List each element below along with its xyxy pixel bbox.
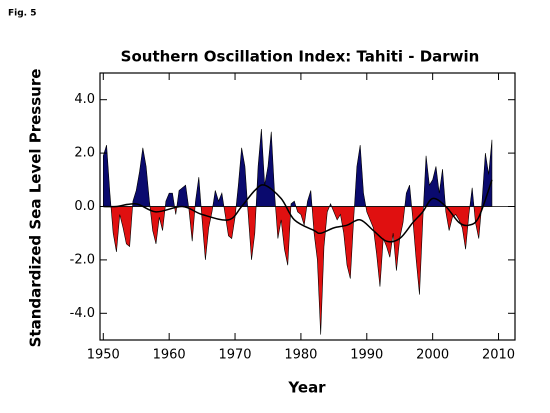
x-tick-label: 1960 xyxy=(153,348,186,363)
y-tick-label: 2.0 xyxy=(74,146,95,161)
x-tick-label: 1950 xyxy=(87,348,120,363)
y-tick-label: -2.0 xyxy=(70,252,95,267)
y-tick-label: -4.0 xyxy=(70,306,95,321)
x-tick-label: 1980 xyxy=(284,348,317,363)
x-tick-label: 2010 xyxy=(482,348,515,363)
y-tick-label: 4.0 xyxy=(74,92,95,107)
smooth-line xyxy=(103,179,493,243)
y-axis-title: Standardized Sea Level Pressure xyxy=(27,69,45,348)
y-tick-label: 0.0 xyxy=(74,199,95,214)
chart-title: Southern Oscillation Index: Tahiti - Dar… xyxy=(121,48,480,66)
x-tick-label: 1990 xyxy=(350,348,383,363)
x-axis-title: Year xyxy=(287,379,326,397)
x-tick-label: 2000 xyxy=(416,348,449,363)
x-tick-label: 1970 xyxy=(218,348,251,363)
figure-label: Fig. 5 xyxy=(8,9,37,19)
soi-area xyxy=(102,129,493,335)
